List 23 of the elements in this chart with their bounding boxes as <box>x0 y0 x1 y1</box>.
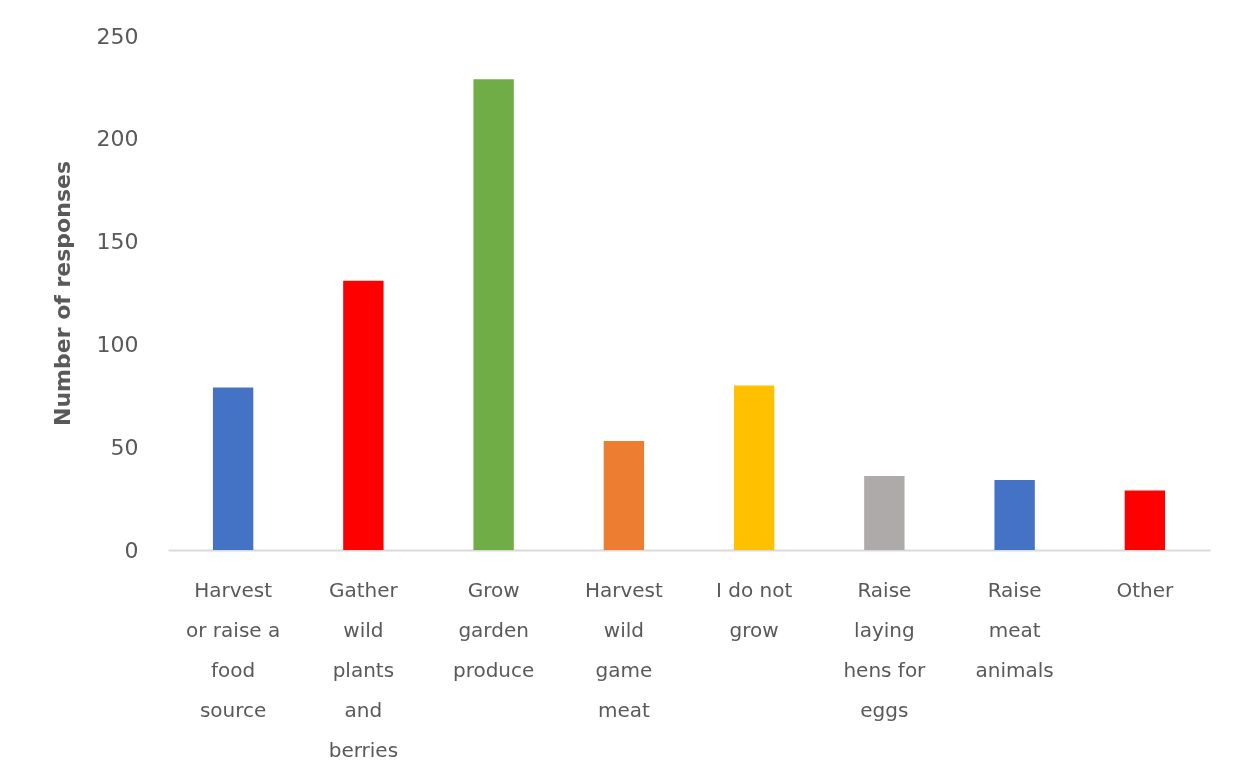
bar <box>212 387 254 550</box>
bar <box>1124 490 1166 550</box>
y-tick-label: 250 <box>96 23 139 49</box>
bar <box>994 480 1035 550</box>
x-tick-label: Grow garden produce <box>452 577 535 682</box>
x-tick-label: Harvest or raise a food source <box>186 577 281 722</box>
x-tick-label: Raise meat animals <box>975 577 1054 682</box>
bar <box>733 385 775 550</box>
bar <box>864 475 905 550</box>
y-tick-label: 150 <box>96 229 139 255</box>
y-tick-label: 0 <box>124 537 139 563</box>
bar <box>603 441 645 550</box>
y-tick-label: 50 <box>110 434 139 460</box>
x-tick-label: I do not grow <box>715 577 793 642</box>
bar <box>473 79 514 550</box>
x-tick-label: Raise laying hens for eggs <box>843 577 927 722</box>
y-tick-label: 100 <box>96 331 139 357</box>
x-tick-label: Harvest wild game meat <box>584 577 663 722</box>
y-axis-title: Number of responses <box>49 160 75 427</box>
y-tick-label: 200 <box>96 126 139 152</box>
x-tick-label: Other <box>1116 577 1175 602</box>
bar <box>343 280 384 550</box>
x-tick-label: Gather wild plants and berries <box>328 577 399 762</box>
